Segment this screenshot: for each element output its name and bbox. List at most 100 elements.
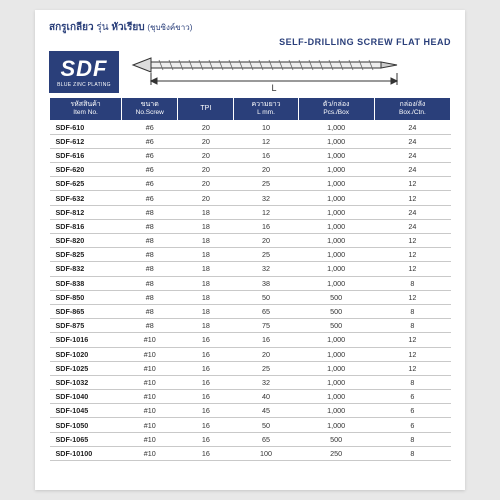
cell-tpi: 16 bbox=[178, 404, 234, 418]
cell-pcs: 1,000 bbox=[298, 134, 374, 148]
cell-item: SDF-875 bbox=[50, 319, 122, 333]
cell-tpi: 16 bbox=[178, 333, 234, 347]
cell-pcs: 1,000 bbox=[298, 375, 374, 389]
cell-len: 32 bbox=[234, 191, 298, 205]
cell-item: SDF-632 bbox=[50, 191, 122, 205]
cell-tpi: 16 bbox=[178, 390, 234, 404]
cell-len: 100 bbox=[234, 446, 298, 460]
cell-item: SDF-625 bbox=[50, 177, 122, 191]
product-badge: SDF BLUE ZINC PLATING bbox=[49, 51, 119, 93]
cell-tpi: 20 bbox=[178, 120, 234, 134]
cell-tpi: 18 bbox=[178, 219, 234, 233]
cell-size: #10 bbox=[122, 446, 178, 460]
cell-box: 12 bbox=[374, 191, 450, 205]
cell-len: 25 bbox=[234, 248, 298, 262]
cell-tpi: 18 bbox=[178, 319, 234, 333]
cell-len: 12 bbox=[234, 134, 298, 148]
table-row: SDF-1045#1016451,0006 bbox=[50, 404, 451, 418]
cell-size: #6 bbox=[122, 191, 178, 205]
cell-size: #8 bbox=[122, 234, 178, 248]
cell-item: SDF-10100 bbox=[50, 446, 122, 460]
table-row: SDF-820#818201,00012 bbox=[50, 234, 451, 248]
cell-size: #6 bbox=[122, 163, 178, 177]
cell-item: SDF-1040 bbox=[50, 390, 122, 404]
cell-pcs: 1,000 bbox=[298, 177, 374, 191]
cell-box: 8 bbox=[374, 446, 450, 460]
cell-item: SDF-620 bbox=[50, 163, 122, 177]
cell-pcs: 1,000 bbox=[298, 333, 374, 347]
cell-box: 12 bbox=[374, 290, 450, 304]
col-header: ความยาวL mm. bbox=[234, 98, 298, 121]
cell-size: #8 bbox=[122, 290, 178, 304]
title-model-prefix: รุ่น bbox=[96, 22, 108, 33]
cell-size: #8 bbox=[122, 304, 178, 318]
cell-size: #10 bbox=[122, 418, 178, 432]
cell-tpi: 20 bbox=[178, 134, 234, 148]
cell-item: SDF-1050 bbox=[50, 418, 122, 432]
cell-size: #10 bbox=[122, 390, 178, 404]
cell-size: #10 bbox=[122, 404, 178, 418]
cell-size: #10 bbox=[122, 361, 178, 375]
spec-table: รหัสสินค้าItem No.ขนาดNo.ScrewTPIความยาว… bbox=[49, 97, 451, 461]
col-header: TPI bbox=[178, 98, 234, 121]
table-row: SDF-850#8185050012 bbox=[50, 290, 451, 304]
cell-tpi: 18 bbox=[178, 262, 234, 276]
cell-tpi: 16 bbox=[178, 375, 234, 389]
cell-len: 25 bbox=[234, 177, 298, 191]
cell-box: 8 bbox=[374, 319, 450, 333]
table-row: SDF-616#620161,00024 bbox=[50, 148, 451, 162]
cell-box: 8 bbox=[374, 304, 450, 318]
table-row: SDF-1065#1016655008 bbox=[50, 432, 451, 446]
cell-tpi: 16 bbox=[178, 361, 234, 375]
cell-box: 8 bbox=[374, 276, 450, 290]
cell-len: 65 bbox=[234, 432, 298, 446]
cell-pcs: 1,000 bbox=[298, 163, 374, 177]
cell-tpi: 18 bbox=[178, 234, 234, 248]
cell-item: SDF-612 bbox=[50, 134, 122, 148]
cell-tpi: 16 bbox=[178, 446, 234, 460]
cell-pcs: 500 bbox=[298, 304, 374, 318]
cell-len: 20 bbox=[234, 234, 298, 248]
cell-item: SDF-832 bbox=[50, 262, 122, 276]
table-row: SDF-10100#10161002508 bbox=[50, 446, 451, 460]
cell-tpi: 20 bbox=[178, 177, 234, 191]
cell-pcs: 250 bbox=[298, 446, 374, 460]
cell-len: 45 bbox=[234, 404, 298, 418]
cell-tpi: 20 bbox=[178, 163, 234, 177]
col-header: รหัสสินค้าItem No. bbox=[50, 98, 122, 121]
cell-pcs: 1,000 bbox=[298, 361, 374, 375]
cell-item: SDF-1032 bbox=[50, 375, 122, 389]
cell-item: SDF-610 bbox=[50, 120, 122, 134]
cell-tpi: 16 bbox=[178, 432, 234, 446]
cell-pcs: 1,000 bbox=[298, 276, 374, 290]
col-header: กล่อง/ลังBox./Ctn. bbox=[374, 98, 450, 121]
cell-len: 40 bbox=[234, 390, 298, 404]
cell-size: #6 bbox=[122, 120, 178, 134]
cell-item: SDF-865 bbox=[50, 304, 122, 318]
cell-item: SDF-1020 bbox=[50, 347, 122, 361]
cell-tpi: 20 bbox=[178, 148, 234, 162]
subtitle-english: SELF-DRILLING SCREW FLAT HEAD bbox=[49, 37, 451, 47]
cell-box: 6 bbox=[374, 390, 450, 404]
cell-len: 65 bbox=[234, 304, 298, 318]
cell-box: 12 bbox=[374, 248, 450, 262]
cell-len: 32 bbox=[234, 262, 298, 276]
title-thai: สกรูเกลียว bbox=[49, 22, 94, 33]
table-body: SDF-610#620101,00024SDF-612#620121,00024… bbox=[50, 120, 451, 461]
cell-box: 12 bbox=[374, 177, 450, 191]
cell-len: 50 bbox=[234, 418, 298, 432]
cell-item: SDF-816 bbox=[50, 219, 122, 233]
cell-size: #8 bbox=[122, 205, 178, 219]
screw-icon: L bbox=[127, 51, 451, 93]
cell-pcs: 1,000 bbox=[298, 404, 374, 418]
cell-box: 12 bbox=[374, 347, 450, 361]
cell-size: #6 bbox=[122, 177, 178, 191]
cell-box: 8 bbox=[374, 375, 450, 389]
table-row: SDF-1025#1016251,00012 bbox=[50, 361, 451, 375]
cell-pcs: 1,000 bbox=[298, 262, 374, 276]
cell-len: 12 bbox=[234, 205, 298, 219]
col-header: ตัว/กล่องPcs./Box bbox=[298, 98, 374, 121]
table-row: SDF-825#818251,00012 bbox=[50, 248, 451, 262]
cell-item: SDF-1065 bbox=[50, 432, 122, 446]
cell-len: 50 bbox=[234, 290, 298, 304]
